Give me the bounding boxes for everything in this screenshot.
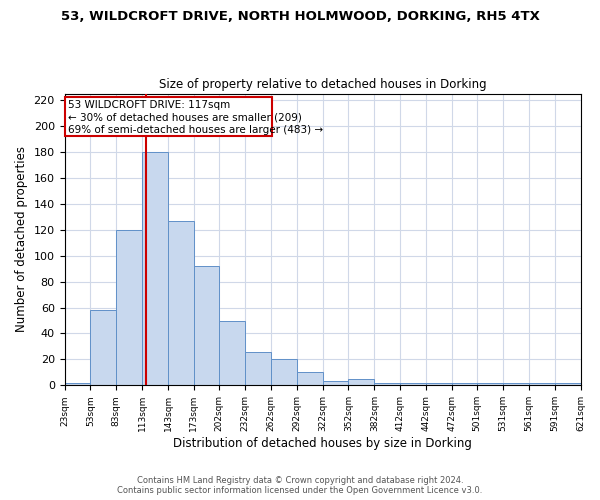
FancyBboxPatch shape <box>65 98 272 136</box>
Y-axis label: Number of detached properties: Number of detached properties <box>15 146 28 332</box>
Bar <box>194 266 219 386</box>
Bar <box>168 220 194 386</box>
Bar <box>400 383 426 386</box>
Bar <box>554 383 581 386</box>
Bar <box>116 230 142 386</box>
Bar <box>219 320 245 386</box>
Text: Contains HM Land Registry data © Crown copyright and database right 2024.
Contai: Contains HM Land Registry data © Crown c… <box>118 476 482 495</box>
Bar <box>529 383 554 386</box>
Bar <box>245 352 271 386</box>
Bar <box>271 360 296 386</box>
Bar <box>323 382 349 386</box>
Bar <box>503 383 529 386</box>
Text: ← 30% of detached houses are smaller (209): ← 30% of detached houses are smaller (20… <box>68 112 302 122</box>
Bar <box>142 152 168 386</box>
Bar <box>65 383 91 386</box>
Bar <box>452 383 477 386</box>
Text: 53 WILDCROFT DRIVE: 117sqm: 53 WILDCROFT DRIVE: 117sqm <box>68 100 230 110</box>
Bar <box>426 383 452 386</box>
Bar <box>91 310 116 386</box>
Text: 53, WILDCROFT DRIVE, NORTH HOLMWOOD, DORKING, RH5 4TX: 53, WILDCROFT DRIVE, NORTH HOLMWOOD, DOR… <box>61 10 539 23</box>
Text: 69% of semi-detached houses are larger (483) →: 69% of semi-detached houses are larger (… <box>68 124 323 134</box>
Title: Size of property relative to detached houses in Dorking: Size of property relative to detached ho… <box>159 78 487 91</box>
Bar <box>374 383 400 386</box>
Bar <box>349 379 374 386</box>
Bar <box>296 372 323 386</box>
X-axis label: Distribution of detached houses by size in Dorking: Distribution of detached houses by size … <box>173 437 472 450</box>
Bar <box>477 383 503 386</box>
